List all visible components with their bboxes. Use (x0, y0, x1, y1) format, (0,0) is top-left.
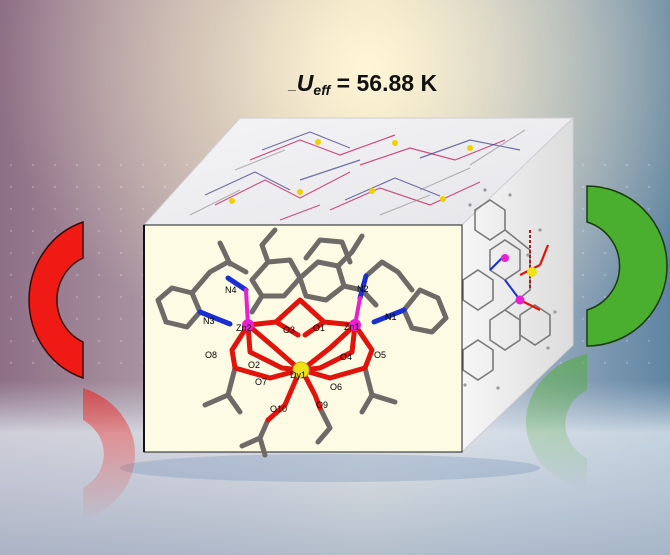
atom-label: Zn2 (236, 323, 252, 333)
atom-label: O5 (374, 350, 386, 360)
atom-label: O1 (313, 323, 325, 333)
atom-labels: N4 N3 Zn2 O8 O2 O7 O3 O1 N2 Zn1 N1 O4 O5… (203, 284, 397, 414)
molecular-structure (155, 227, 449, 458)
title-value: = 56.88 K (330, 70, 438, 96)
atom-label: O6 (330, 382, 342, 392)
energy-barrier-title: _Ueff = 56.88 K (288, 70, 478, 98)
atom-label: O8 (205, 350, 217, 360)
zn2-atom (242, 319, 254, 331)
floor-shadow (120, 454, 540, 482)
atom-label: N3 (203, 316, 215, 326)
cube-front-face (143, 224, 463, 453)
atom-label: O10 (270, 404, 287, 414)
atom-label: N4 (225, 285, 237, 295)
atom-label: N2 (357, 284, 369, 294)
atom-label: O9 (316, 400, 328, 410)
atom-label: Dy1 (290, 370, 306, 380)
title-prefix: _ (288, 76, 296, 92)
green-magnet-reflection (525, 354, 587, 490)
atom-label: O3 (283, 325, 295, 335)
atom-label: O4 (340, 352, 352, 362)
atom-label: O7 (255, 377, 267, 387)
dy1-atom (292, 361, 310, 379)
zn1-atom (349, 319, 361, 331)
title-subscript: eff (313, 82, 331, 98)
red-magnet (28, 220, 84, 380)
red-magnet-reflection (83, 388, 136, 520)
crystal-packing-diagram (189, 129, 526, 221)
atom-label: O2 (248, 360, 260, 370)
atom-label: Zn1 (344, 322, 360, 332)
molecule-side-view (456, 188, 557, 390)
atom-label: N1 (385, 312, 397, 322)
green-magnet (586, 185, 668, 347)
title-symbol: U (296, 70, 314, 96)
